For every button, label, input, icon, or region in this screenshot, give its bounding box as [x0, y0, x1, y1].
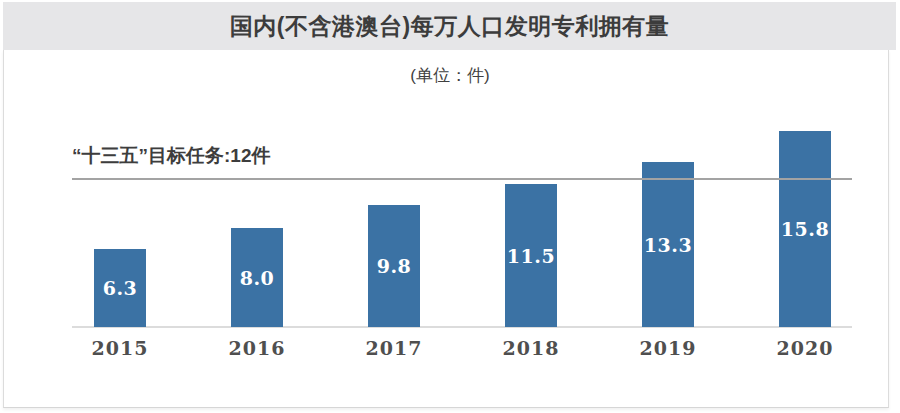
x-axis-label-2016: 2016	[207, 337, 307, 359]
chart-header: 国内(不含港澳台)每万人口发明专利拥有量	[3, 2, 896, 50]
bar-2020: 15.8	[779, 131, 831, 327]
x-axis-label-2017: 2017	[344, 337, 444, 359]
bar-2017: 9.8	[368, 205, 420, 327]
target-line	[72, 178, 852, 180]
bar-value-label: 15.8	[781, 218, 829, 240]
bar-value-label: 8.0	[240, 267, 275, 289]
x-axis-line	[72, 326, 852, 328]
bar-2016: 8.0	[231, 228, 283, 327]
bar-2018: 11.5	[505, 184, 557, 327]
bar-value-label: 11.5	[507, 245, 555, 267]
chart-title: 国内(不含港澳台)每万人口发明专利拥有量	[230, 11, 669, 42]
target-line-label: “十三五”目标任务:12件	[72, 143, 270, 169]
unit-label: (单位：件)	[0, 64, 900, 87]
bar-value-label: 13.3	[644, 234, 692, 256]
bar-2015: 6.3	[94, 249, 146, 327]
x-axis-label-2019: 2019	[618, 337, 718, 359]
patent-chart-card: 国内(不含港澳台)每万人口发明专利拥有量 (单位：件) “十三五”目标任务:12…	[0, 0, 900, 413]
bar-value-label: 9.8	[377, 255, 412, 277]
bar-2019: 13.3	[642, 162, 694, 327]
x-axis-label-2015: 2015	[70, 337, 170, 359]
x-axis-label-2020: 2020	[755, 337, 855, 359]
x-axis-label-2018: 2018	[481, 337, 581, 359]
bar-value-label: 6.3	[103, 277, 138, 299]
